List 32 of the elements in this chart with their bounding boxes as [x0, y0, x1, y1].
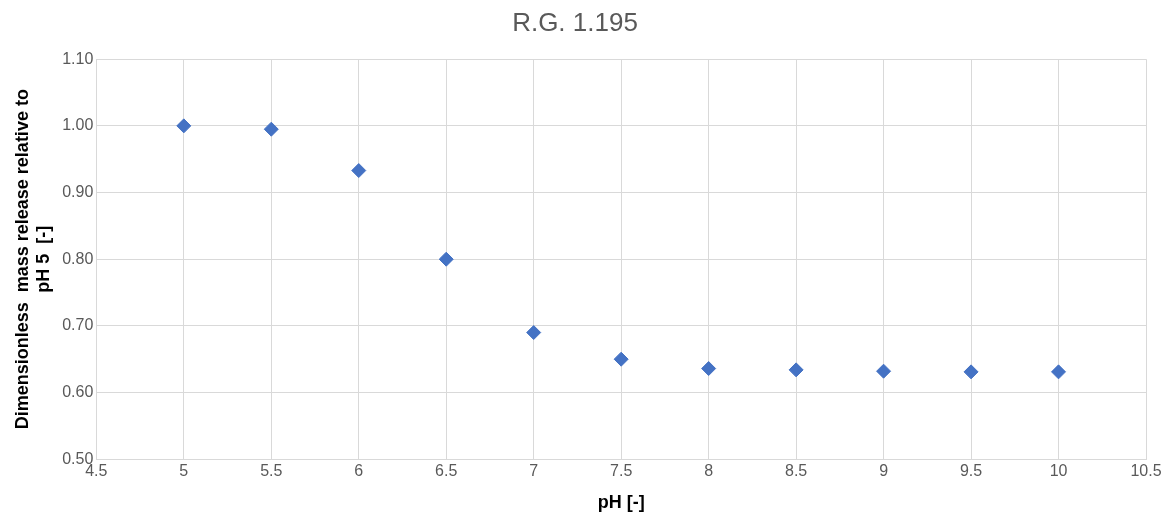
point: [176, 118, 192, 134]
x-tick-label: 9: [879, 462, 889, 480]
point: [438, 251, 454, 267]
x-tick-label: 5: [179, 462, 189, 480]
point: [1051, 364, 1067, 380]
y-tick-label: 0.90: [62, 182, 94, 200]
y-axis-title: Dimensionless mass release relative to pH 5 [-]: [11, 89, 54, 430]
point: [701, 361, 717, 377]
x-tick-label: 10.5: [1130, 462, 1162, 480]
point: [263, 121, 279, 137]
x-tick-label: 6: [354, 462, 364, 480]
x-tick-label: 6.5: [435, 462, 458, 480]
y-tick-label: 1.10: [62, 49, 94, 67]
y-tick-label: 0.80: [62, 249, 94, 267]
x-tick-label: 8.5: [784, 462, 808, 480]
chart-title: R.G. 1.195: [512, 6, 638, 37]
x-tick-label: 7.5: [610, 462, 633, 480]
x-tick-label: 9.5: [959, 462, 983, 480]
point: [351, 163, 367, 179]
x-tick-label: 7: [529, 462, 539, 480]
y-tick-label: 0.70: [62, 316, 94, 334]
point: [526, 325, 542, 341]
x-tick-label: 8: [704, 462, 714, 480]
point: [613, 351, 629, 367]
point: [788, 362, 804, 378]
x-tick-label: 10: [1049, 462, 1068, 480]
y-tick-label: 0.60: [62, 382, 94, 400]
point: [963, 364, 979, 380]
x-axis-title: pH [-]: [597, 492, 645, 513]
x-tick-label: 5.5: [260, 462, 283, 480]
y-tick-label: 1.00: [62, 116, 94, 134]
point: [876, 363, 892, 379]
